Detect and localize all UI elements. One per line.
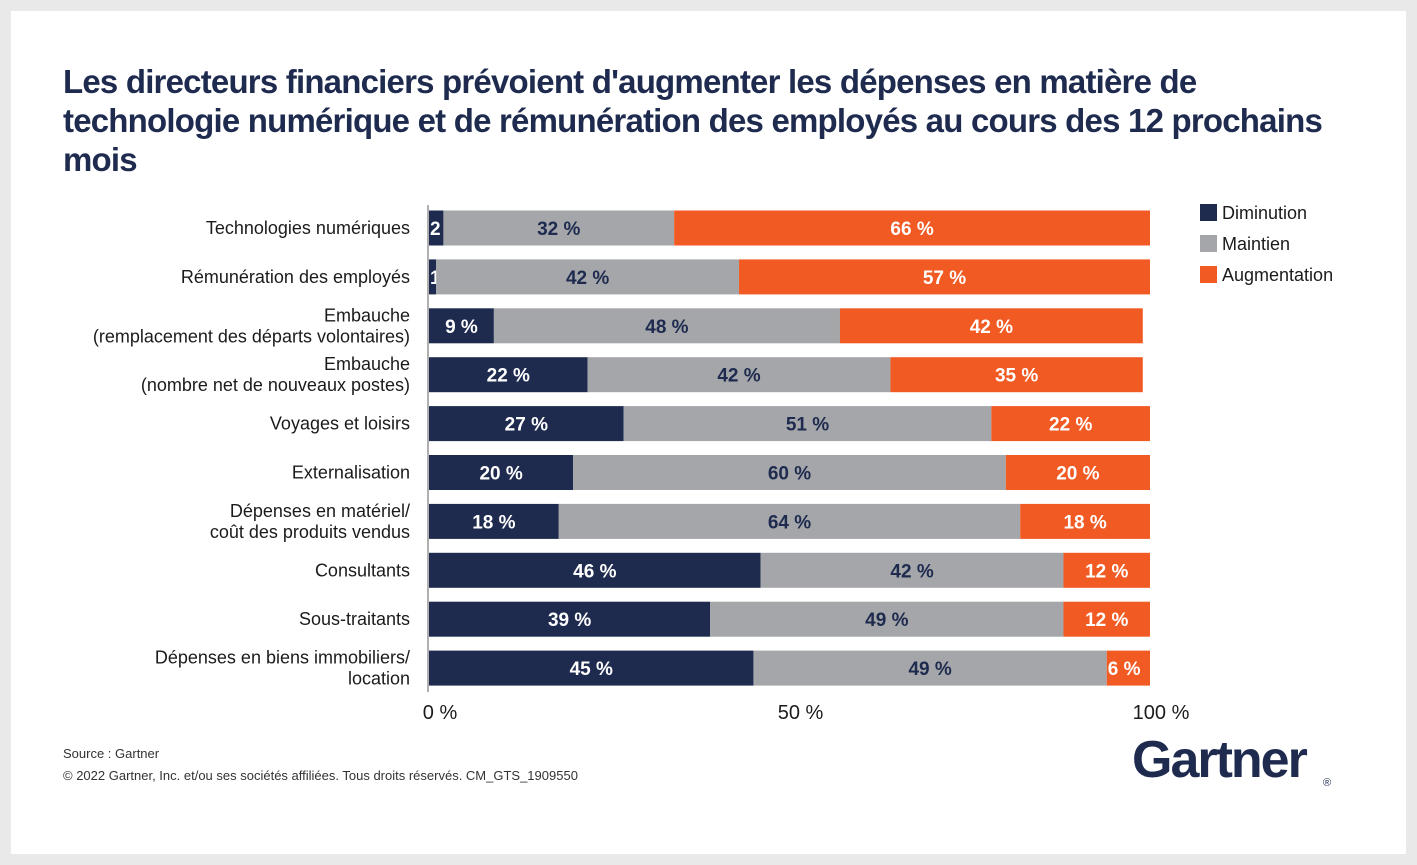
chart-title: Les directeurs financiers prévoient d'au… (63, 63, 1323, 178)
bar-value-label: 42 % (890, 561, 933, 582)
gartner-logo: Gartner (1132, 731, 1308, 789)
bar-value-label: 60 % (768, 464, 811, 485)
category-label: Consultants (315, 560, 410, 580)
legend-label-maintien: Maintien (1222, 234, 1290, 254)
bar-value-label: 20 % (1056, 464, 1099, 485)
bar-value-label: 51 % (786, 415, 829, 436)
category-label: Dépenses en biens immobiliers/location (155, 648, 410, 689)
bar-segment-diminution (429, 503, 559, 539)
bar-value-label: 20 % (479, 464, 522, 485)
category-label: Voyages et loisirs (270, 414, 410, 434)
registered-mark: ® (1323, 777, 1332, 789)
bar-value-label: 22 % (487, 366, 530, 387)
bar-segment-augmentation (839, 308, 1143, 344)
bar-value-label: 12 % (1085, 610, 1128, 631)
bar-value-label: 9 % (445, 317, 478, 338)
x-axis-ticks: 0 % 50 % 100 % (423, 702, 1190, 724)
category-labels: Technologies numériques Rémunération des … (93, 218, 410, 689)
bar-segment-diminution (429, 552, 761, 588)
bar-value-label: 18 % (472, 512, 515, 533)
category-label: Technologies numériques (206, 218, 410, 238)
bar-value-label: 22 % (1049, 415, 1092, 436)
bar-segment-maintien (558, 503, 1021, 539)
bar-segment-diminution (429, 308, 494, 344)
bar-segment-diminution (429, 601, 711, 637)
category-label: Rémunération des employés (181, 267, 410, 287)
legend: Diminution Maintien Augmentation (1200, 203, 1333, 285)
x-tick-label: 100 % (1133, 702, 1190, 724)
category-label: Dépenses en matériel/coût des produits v… (210, 501, 410, 542)
bars-group: 2 %32 %66 %1 %42 %57 %9 %48 %42 %22 %42 … (429, 210, 1150, 686)
bar-segment-diminution (429, 455, 574, 490)
bar-value-label: 35 % (995, 366, 1038, 387)
bar-segment-augmentation (674, 210, 1150, 246)
bar-segment-diminution (429, 259, 437, 295)
bar-value-label: 42 % (970, 317, 1013, 338)
bar-value-label: 6 % (1108, 659, 1141, 680)
bar-value-label: 12 % (1085, 561, 1128, 582)
bar-segment-augmentation (1063, 552, 1150, 588)
legend-label-augmentation: Augmentation (1222, 265, 1333, 285)
bar-segment-maintien (753, 650, 1107, 686)
bar-value-label: 27 % (505, 415, 548, 436)
x-tick-label: 0 % (423, 702, 458, 724)
bar-segment-augmentation (1106, 650, 1150, 686)
bar-segment-diminution (429, 210, 444, 246)
legend-swatch-maintien (1200, 235, 1217, 252)
bar-segment-diminution (429, 650, 754, 686)
x-tick-label: 50 % (778, 702, 824, 724)
footer-source: Source : Gartner (63, 746, 160, 761)
bar-segment-augmentation (1063, 601, 1150, 637)
legend-swatch-diminution (1200, 204, 1217, 221)
bar-value-label: 48 % (645, 317, 688, 338)
bar-segment-diminution (429, 357, 588, 393)
bar-value-label: 49 % (908, 659, 951, 680)
bar-segment-maintien (760, 552, 1064, 588)
legend-swatch-augmentation (1200, 266, 1217, 283)
bar-value-label: 18 % (1063, 512, 1106, 533)
bar-value-label: 32 % (537, 219, 580, 240)
bar-value-label: 42 % (566, 268, 609, 289)
bar-value-label: 57 % (923, 268, 966, 289)
bar-segment-maintien (443, 210, 675, 246)
footer-copyright: © 2022 Gartner, Inc. et/ou ses sociétés … (63, 768, 578, 783)
bar-value-label: 45 % (570, 659, 613, 680)
bar-segment-maintien (493, 308, 840, 344)
bar-segment-maintien (436, 259, 740, 295)
bar-segment-maintien (710, 601, 1064, 637)
bar-value-label: 64 % (768, 512, 811, 533)
bar-segment-maintien (623, 406, 992, 442)
bar-segment-augmentation (890, 357, 1143, 393)
legend-label-diminution: Diminution (1222, 203, 1307, 223)
category-label: Externalisation (292, 463, 410, 483)
bar-value-label: 46 % (573, 561, 616, 582)
bar-segment-augmentation (991, 406, 1150, 442)
bar-segment-augmentation (1005, 455, 1150, 490)
category-label: Sous-traitants (299, 609, 410, 629)
bar-value-label: 39 % (548, 610, 591, 631)
bar-value-label: 66 % (890, 219, 933, 240)
bar-segment-maintien (573, 455, 1006, 490)
bar-segment-diminution (429, 406, 624, 442)
bar-value-label: 49 % (865, 610, 908, 631)
bar-segment-augmentation (1020, 503, 1150, 539)
bar-segment-augmentation (739, 259, 1150, 295)
category-label: Embauche (remplacement des départs volont… (93, 305, 410, 346)
bar-segment-maintien (587, 357, 891, 393)
category-label: Embauche (nombre net de nouveaux postes) (141, 354, 410, 395)
bar-value-label: 42 % (717, 366, 760, 387)
